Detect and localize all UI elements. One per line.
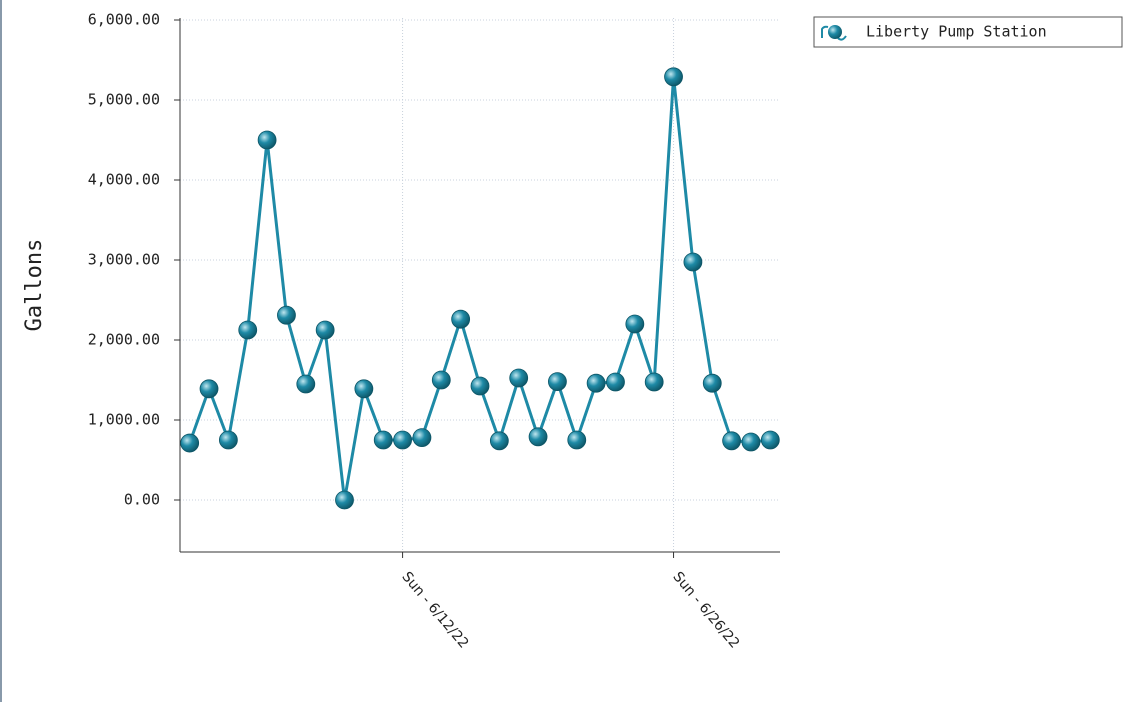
data-point: [393, 430, 412, 450]
y-tick-label: 6,000.00: [88, 11, 160, 29]
legend-marker: [828, 25, 842, 39]
data-point: [528, 427, 548, 447]
data-point: [567, 430, 587, 450]
data-point: [548, 372, 567, 392]
data-point: [606, 372, 625, 392]
data-point: [451, 309, 471, 329]
y-axis-label: Gallons: [22, 239, 47, 332]
y-tick-label: 3,000.00: [88, 251, 160, 269]
y-tick-label: 5,000.00: [88, 91, 160, 109]
data-point: [373, 430, 393, 450]
y-tick-label: 1,000.00: [88, 411, 160, 429]
data-point: [315, 320, 335, 340]
y-tick-label: 2,000.00: [88, 331, 160, 349]
data-point: [431, 370, 451, 390]
data-point: [760, 430, 780, 450]
data-point: [296, 374, 316, 394]
data-point: [277, 305, 296, 325]
x-tick-label: Sun - 6/12/22: [398, 569, 471, 652]
data-point: [722, 431, 742, 451]
data-point: [664, 67, 683, 87]
legend-label: Liberty Pump Station: [866, 23, 1047, 41]
data-point: [625, 314, 645, 334]
legend-line: [821, 25, 847, 41]
x-tick-label: Sun - 6/26/22: [669, 569, 742, 652]
data-point: [586, 373, 606, 393]
data-point: [257, 130, 277, 150]
data-point: [644, 372, 664, 392]
data-point: [741, 432, 761, 452]
y-tick-label: 4,000.00: [88, 171, 160, 189]
legend: Liberty Pump Station: [813, 16, 1123, 48]
y-tick-label: 0.00: [124, 491, 160, 509]
data-point: [470, 376, 490, 396]
data-point: [335, 490, 354, 510]
legend-box: [813, 16, 1123, 48]
data-point: [509, 368, 529, 388]
data-point: [199, 379, 219, 399]
data-point: [180, 433, 200, 453]
series-line: [188, 76, 771, 501]
data-point: [238, 320, 258, 340]
data-point: [354, 379, 374, 399]
data-point: [218, 430, 238, 450]
data-point: [702, 373, 722, 393]
data-point: [683, 252, 703, 272]
data-point: [489, 431, 509, 451]
data-point: [412, 428, 432, 448]
